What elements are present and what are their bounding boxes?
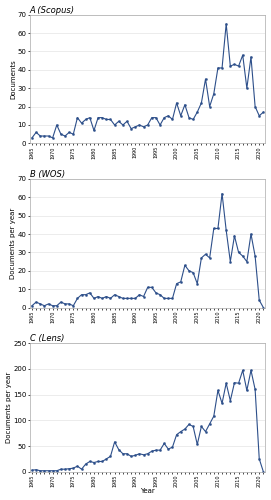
X-axis label: Year: Year (140, 488, 155, 494)
Text: C (Lens): C (Lens) (30, 334, 64, 343)
Text: A (Scopus): A (Scopus) (30, 6, 75, 15)
Y-axis label: Documents: Documents (10, 59, 16, 99)
Y-axis label: Documents per year: Documents per year (10, 208, 16, 279)
Text: B (WOS): B (WOS) (30, 170, 65, 179)
Y-axis label: Documents per year: Documents per year (6, 372, 12, 443)
